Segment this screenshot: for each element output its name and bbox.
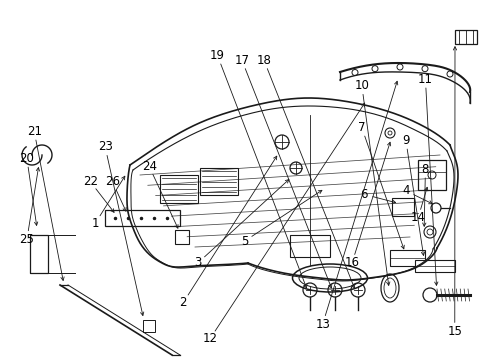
Bar [454, 30, 476, 44]
Bar [414, 260, 454, 272]
Ellipse shape [298, 267, 360, 289]
Text: 13: 13 [315, 318, 329, 330]
Text: 26: 26 [105, 175, 120, 188]
Text: 20: 20 [20, 152, 34, 165]
Ellipse shape [383, 278, 395, 298]
Text: 6: 6 [360, 188, 367, 201]
Text: 18: 18 [256, 54, 271, 67]
Text: 10: 10 [354, 79, 368, 92]
Text: 12: 12 [203, 332, 217, 345]
Text: 21: 21 [27, 125, 41, 138]
Text: 11: 11 [417, 73, 432, 86]
Bar [142, 320, 155, 332]
Text: 16: 16 [344, 256, 359, 269]
Text: 3: 3 [194, 256, 202, 269]
Bar [175, 230, 189, 244]
Ellipse shape [380, 274, 398, 302]
Bar [200, 168, 238, 195]
Text: 23: 23 [98, 140, 112, 153]
Bar [105, 210, 180, 226]
Bar [391, 198, 413, 216]
Ellipse shape [292, 264, 367, 292]
Text: 4: 4 [401, 184, 409, 197]
Bar [389, 250, 424, 266]
Text: 7: 7 [357, 121, 365, 134]
Bar [160, 175, 198, 203]
Text: 2: 2 [179, 296, 187, 309]
Text: 25: 25 [20, 233, 34, 246]
Text: 8: 8 [421, 163, 428, 176]
Bar [289, 235, 329, 257]
Text: 5: 5 [240, 235, 248, 248]
Text: 17: 17 [234, 54, 249, 67]
Text: 24: 24 [142, 160, 156, 173]
Text: 19: 19 [210, 49, 224, 62]
Bar [417, 160, 445, 190]
Text: 22: 22 [83, 175, 98, 188]
Text: 14: 14 [410, 211, 425, 224]
Text: 9: 9 [401, 134, 409, 147]
Text: 1: 1 [91, 217, 99, 230]
Bar [30, 235, 48, 273]
Text: 15: 15 [447, 325, 461, 338]
